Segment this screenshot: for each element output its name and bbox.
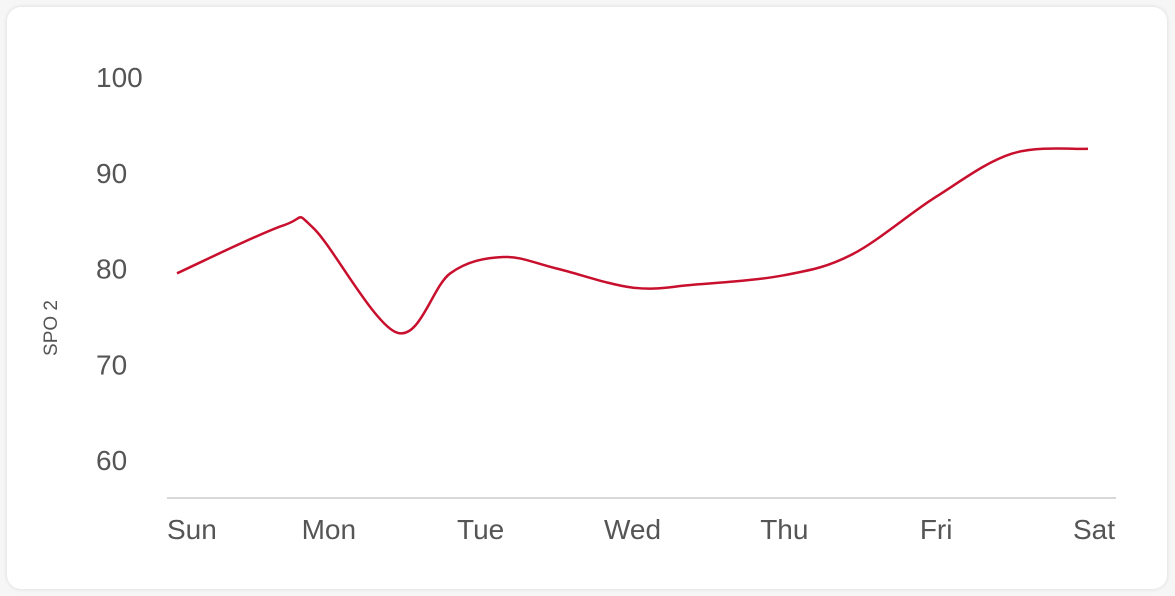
spo2-series-line	[176, 147, 1089, 335]
y-tick-label: 60	[96, 445, 127, 476]
chart-card	[7, 7, 1167, 589]
x-tick-label: Fri	[920, 514, 953, 545]
x-tick-label: Tue	[457, 514, 504, 545]
x-tick-label: Mon	[302, 514, 356, 545]
y-tick-label: 90	[96, 158, 127, 189]
x-tick-label: Thu	[760, 514, 808, 545]
y-axis-ticks: 100 90 80 70 60	[96, 62, 143, 476]
x-tick-label: Wed	[604, 514, 661, 545]
x-axis-ticks: Sun Mon Tue Wed Thu Fri Sat	[167, 514, 1115, 545]
x-tick-label: Sat	[1073, 514, 1115, 545]
y-tick-label: 80	[96, 254, 127, 285]
y-axis-label: SPO 2	[41, 300, 62, 356]
y-tick-label: 70	[96, 349, 127, 380]
y-tick-label: 100	[96, 62, 143, 93]
x-tick-label: Sun	[167, 514, 217, 545]
